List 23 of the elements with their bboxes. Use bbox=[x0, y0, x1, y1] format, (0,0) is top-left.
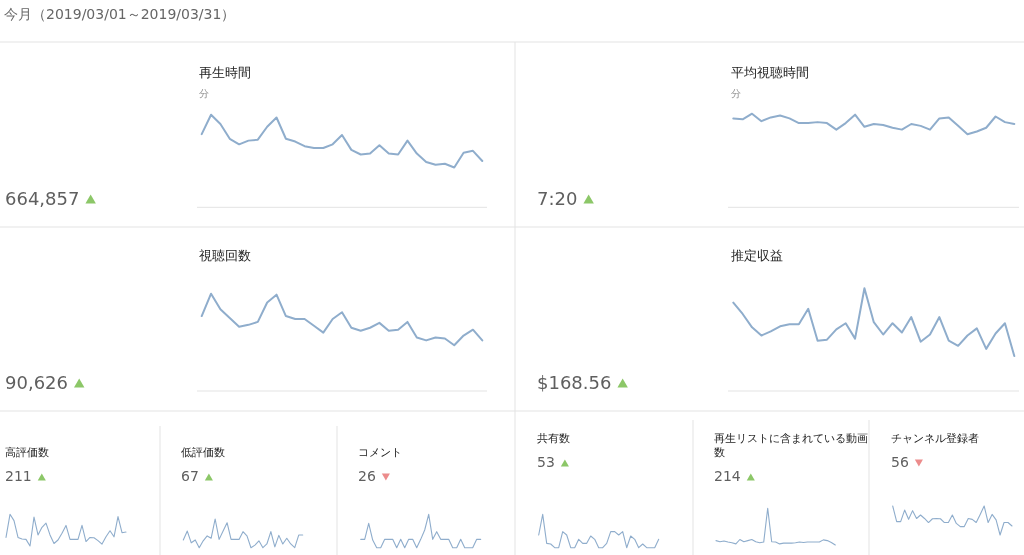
text: 211 bbox=[5, 468, 32, 484]
text: 53 bbox=[537, 454, 555, 470]
chart-title: 推定収益 bbox=[731, 247, 783, 263]
chart-title: 再生時間 bbox=[199, 64, 251, 80]
chart-subtitle: 分 bbox=[199, 87, 209, 99]
text: 7:20 bbox=[537, 187, 578, 209]
text: 56 bbox=[891, 454, 909, 470]
text: 214 bbox=[714, 468, 741, 484]
chart-title: コメント bbox=[358, 445, 402, 459]
text: 今月（2019/03/01～2019/03/31） bbox=[4, 6, 236, 22]
chart-title: 共有数 bbox=[537, 431, 570, 445]
text: 67 bbox=[181, 468, 199, 484]
chart-title: 視聴回数 bbox=[199, 247, 251, 263]
chart-title: 平均視聴時間 bbox=[731, 64, 809, 80]
chart-title: 低評価数 bbox=[181, 445, 225, 459]
chart-title: 再生リストに含まれている動画数 bbox=[714, 431, 868, 459]
text: 90,626 bbox=[5, 371, 68, 393]
chart-title: 高評価数 bbox=[5, 445, 49, 459]
text: 664,857 bbox=[5, 187, 80, 209]
text: 26 bbox=[358, 468, 376, 484]
chart-title: チャンネル登録者 bbox=[891, 431, 979, 445]
text: $168.56 bbox=[537, 371, 612, 393]
chart-subtitle: 分 bbox=[731, 87, 741, 99]
